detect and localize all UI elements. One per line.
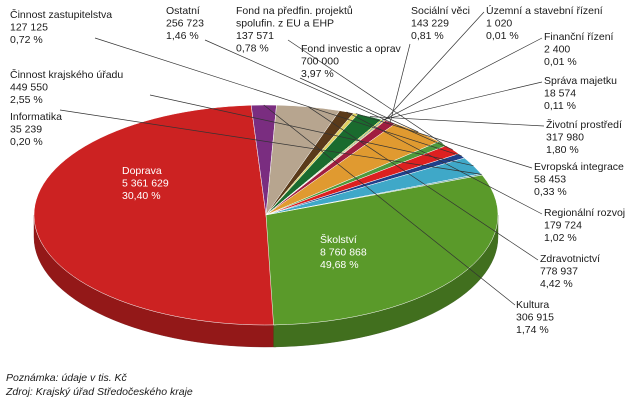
slice-label-4: Evropská integrace 58 453 0,33 % bbox=[534, 161, 624, 198]
leader-line-3 bbox=[346, 111, 543, 215]
slice-labels: Školství 8 760 868 49,68 % Kultura 306 915 1,… bbox=[10, 4, 625, 336]
leader-line-10 bbox=[299, 77, 419, 133]
leader-line-9 bbox=[389, 43, 411, 123]
slice-label-16: Doprava 5 361 629 30,40 % bbox=[122, 165, 169, 202]
leader-line-11 bbox=[287, 39, 443, 144]
slice-label-6: Správa majetku 18 574 0,11 % bbox=[544, 75, 617, 112]
leader-line-6 bbox=[382, 81, 543, 121]
leader-line-13 bbox=[94, 37, 462, 157]
unit-note: Poznámka: údaje v tis. Kč bbox=[6, 372, 128, 384]
slice-16 bbox=[265, 174, 499, 326]
slice-label-8: Územní a stavební řízení 1 020 0,01 % bbox=[486, 4, 603, 42]
slice-label-10: Fond investic a oprav 700 000 3,97 % bbox=[301, 43, 402, 80]
leader-line-14 bbox=[149, 94, 474, 167]
leader-line-7 bbox=[383, 37, 543, 121]
leader-lines bbox=[59, 11, 545, 306]
source-note: Zdroj: Krajský úřad Středočeského kraje bbox=[5, 386, 193, 398]
pie-top-layer bbox=[33, 104, 499, 326]
slice-label-0: Školství 8 760 868 49,68 % bbox=[320, 233, 367, 271]
slice-label-2: Zdravotnictví 778 937 4,42 % bbox=[540, 253, 600, 290]
slice-label-14: Činnost krajského úřadu 449 550 2,55 % bbox=[10, 68, 123, 106]
leader-line-4 bbox=[355, 113, 533, 169]
slice-label-13: Činnost zastupitelstva 127 125 0,72 % bbox=[10, 8, 112, 46]
slice-label-15: Informatika 35 239 0,20 % bbox=[10, 111, 62, 148]
leader-line-2 bbox=[308, 106, 539, 261]
leader-line-1 bbox=[263, 104, 516, 306]
leader-line-8 bbox=[384, 11, 485, 121]
slice-label-5: Životní prostředí 317 980 1,80 % bbox=[546, 118, 622, 156]
leader-line-12 bbox=[204, 39, 453, 151]
leader-line-5 bbox=[369, 116, 545, 127]
leader-line-15 bbox=[59, 109, 482, 175]
slice-label-11: Fond na předfin. projektů spolufin. z EU … bbox=[236, 5, 353, 55]
slice-label-9: Sociální věci 143 229 0,81 % bbox=[411, 5, 470, 42]
slice-0 bbox=[33, 104, 277, 326]
slice-label-12: Ostatní 256 723 1,46 % bbox=[166, 5, 204, 42]
slice-label-3: Regionální rozvoj 179 724 1,02 % bbox=[544, 207, 625, 244]
slice-label-7: Finanční řízení 2 400 0,01 % bbox=[544, 31, 614, 68]
slice-label-1: Kultura 306 915 1,74 % bbox=[516, 299, 554, 336]
